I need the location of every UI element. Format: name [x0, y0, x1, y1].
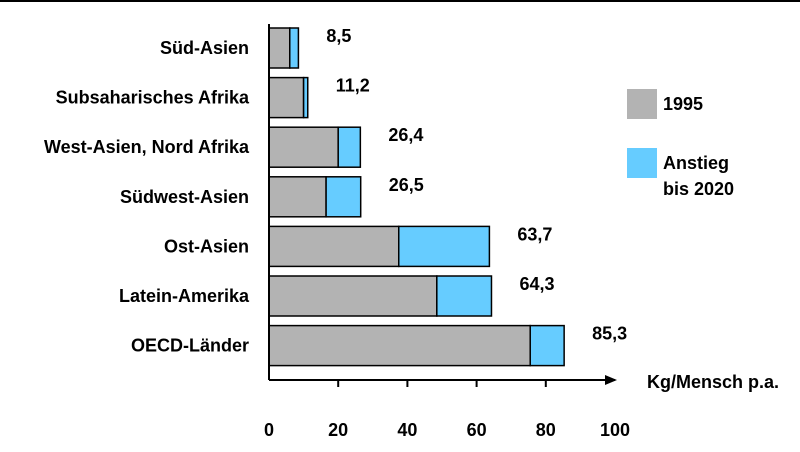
- value-label: 64,3: [519, 274, 554, 294]
- value-label: 63,7: [517, 224, 552, 244]
- value-label: 26,4: [388, 125, 423, 145]
- category-label: West-Asien, Nord Afrika: [44, 137, 250, 157]
- x-tick-label: 60: [467, 420, 487, 440]
- x-axis: 0 20 40 60 80 100 Kg/Mensch p.a.: [264, 24, 779, 440]
- x-tick-label: 100: [600, 420, 630, 440]
- category-label: Südwest-Asien: [120, 187, 249, 207]
- bar-segment-anstieg: [289, 27, 300, 69]
- bar-segment-anstieg: [337, 126, 362, 168]
- value-label: 26,5: [389, 175, 424, 195]
- bars-group: Süd-Asien 8,5 Subsaharisches Afrika 11,2 Wes…: [44, 26, 627, 367]
- bar-segment-anstieg: [325, 176, 362, 218]
- category-label: Subsaharisches Afrika: [56, 88, 250, 108]
- category-label: Ost-Asien: [164, 236, 249, 256]
- category-label: Süd-Asien: [160, 38, 249, 58]
- x-tick-label: 40: [397, 420, 417, 440]
- bar-segment-1995: [268, 324, 531, 367]
- value-label: 8,5: [326, 26, 351, 46]
- category-label: OECD-Länder: [131, 336, 249, 356]
- bar-segment-1995: [268, 176, 327, 218]
- legend-label-1995: 1995: [663, 94, 703, 114]
- bar-segment-1995: [268, 225, 400, 268]
- legend-swatch-1995: [627, 89, 657, 119]
- bar-segment-anstieg: [302, 76, 309, 119]
- value-label: 85,3: [592, 324, 627, 344]
- legend: 1995 Anstieg bis 2020: [627, 89, 734, 199]
- x-tick-label: 80: [536, 420, 556, 440]
- bar-segment-1995: [268, 76, 305, 119]
- value-label: 11,2: [336, 76, 370, 96]
- x-tick-label: 0: [264, 420, 274, 440]
- legend-swatch-anstieg: [627, 148, 657, 178]
- category-label: Latein-Amerika: [119, 286, 250, 306]
- bar-segment-1995: [268, 126, 339, 168]
- bar-segment-anstieg: [436, 275, 493, 317]
- bar-segment-1995: [268, 27, 291, 69]
- bar-segment-anstieg: [529, 324, 565, 367]
- x-axis-title: Kg/Mensch p.a.: [647, 372, 779, 392]
- bar-segment-1995: [268, 275, 438, 317]
- bar-segment-anstieg: [398, 225, 491, 268]
- x-tick-label: 20: [328, 420, 348, 440]
- legend-label-anstieg: Anstieg bis 2020: [663, 153, 734, 199]
